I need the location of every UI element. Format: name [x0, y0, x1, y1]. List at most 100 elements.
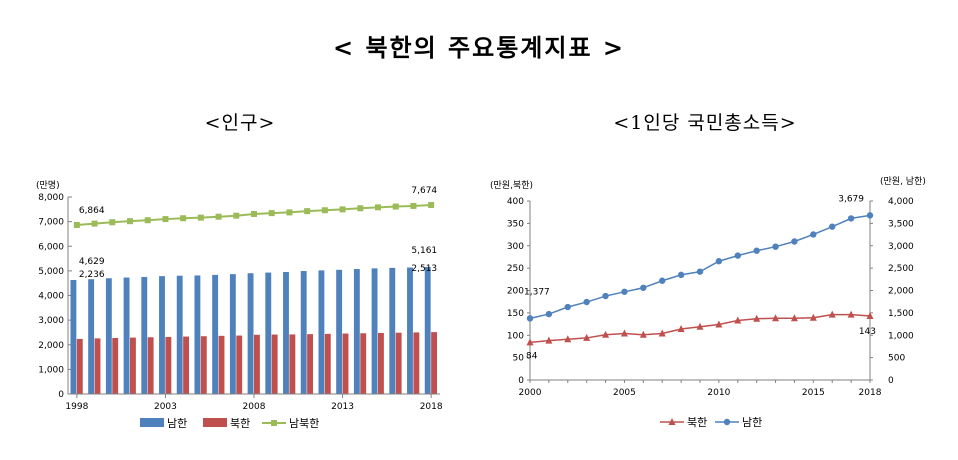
bar-north	[94, 338, 101, 394]
y-left-tick-label: 400	[507, 197, 524, 207]
x-tick-label: 2013	[331, 402, 354, 412]
marker-north	[790, 314, 798, 322]
bar-north	[218, 335, 225, 394]
bar-north	[112, 337, 119, 394]
marker-total	[73, 221, 80, 228]
marker-south	[866, 212, 874, 219]
marker-south	[659, 277, 666, 284]
line-south	[529, 214, 871, 320]
data-label: 84	[526, 351, 538, 361]
x-tick-label: 2018	[859, 388, 882, 398]
marker-total	[410, 202, 417, 209]
gni-chart-title: <1인당 국민총소득>	[613, 112, 797, 134]
bar-north	[431, 332, 438, 394]
y-right-tick-label: 2,500	[888, 264, 914, 274]
bar-north	[130, 337, 136, 394]
legend-label: 북한	[687, 416, 707, 429]
marker-south	[564, 303, 571, 311]
marker-north	[866, 312, 874, 320]
marker-total	[375, 204, 381, 211]
marker-north	[564, 335, 572, 343]
bar-south	[194, 275, 201, 394]
bar-south	[389, 267, 396, 394]
bar-north	[271, 334, 278, 394]
marker-total	[268, 210, 275, 217]
marker-north	[602, 330, 610, 338]
marker-total	[251, 210, 257, 217]
data-label: 6,864	[79, 206, 105, 216]
bar-north	[324, 333, 331, 394]
y-right-tick-label: 500	[888, 354, 905, 364]
marker-total	[392, 203, 399, 210]
page-title: < 북한의 주요통계지표 >	[332, 33, 625, 62]
legend-label: 남북한	[289, 417, 319, 430]
data-label: 2,236	[79, 270, 105, 280]
marker-north	[583, 333, 591, 341]
bar-south	[247, 273, 254, 394]
bar-south	[353, 269, 360, 394]
y-left-tick-label: 200	[507, 287, 524, 297]
marker-north	[809, 313, 817, 321]
data-label: 3,679	[838, 194, 864, 204]
y-left-tick-label: 350	[507, 219, 524, 229]
y-left-tick-label: 0	[518, 376, 524, 386]
bar-north	[254, 334, 260, 394]
legend-label: 남한	[742, 416, 762, 429]
y-tick-label: 1,000	[38, 365, 64, 375]
marker-total	[180, 215, 187, 222]
y-tick-label: 8,000	[38, 193, 64, 203]
marker-north	[696, 322, 704, 330]
marker-north	[828, 310, 836, 318]
marker-north	[772, 314, 780, 322]
marker-total	[339, 206, 346, 213]
y-left-tick-label: 50	[513, 354, 525, 364]
marker-south	[545, 310, 553, 318]
data-label: 143	[859, 327, 876, 337]
x-tick-label: 2008	[243, 402, 266, 412]
bar-north	[378, 332, 384, 394]
marker-south	[753, 247, 760, 254]
y-right-tick-label: 3,000	[888, 242, 914, 252]
bar-south	[70, 280, 77, 394]
legend-marker	[271, 420, 277, 426]
marker-south	[526, 315, 534, 322]
bar-north	[413, 332, 420, 394]
bar-north	[360, 333, 367, 394]
bar-south	[176, 275, 183, 394]
x-tick-label: 2010	[707, 388, 730, 398]
marker-total	[357, 205, 364, 212]
bar-south	[105, 278, 112, 394]
y-right-tick-label: 3,500	[888, 219, 914, 229]
marker-total	[109, 219, 116, 226]
marker-south	[621, 288, 628, 295]
marker-north	[639, 330, 647, 338]
y-tick-label: 7,000	[38, 218, 64, 228]
y-right-tick-label: 0	[888, 376, 894, 386]
marker-total	[127, 218, 133, 225]
x-tick-label: 2018	[420, 402, 443, 412]
marker-total	[304, 208, 311, 215]
x-tick-label: 2000	[519, 388, 542, 398]
y-right-tick-label: 1,000	[888, 331, 914, 341]
y-tick-label: 3,000	[38, 316, 64, 326]
y-axis-left-unit-label: (만원,북한)	[490, 180, 533, 191]
bar-south	[88, 279, 95, 394]
marker-north	[734, 316, 742, 324]
marker-total	[233, 212, 240, 219]
bar-south	[141, 276, 148, 394]
bar-south	[371, 268, 378, 394]
bar-north	[395, 332, 402, 394]
bar-north	[165, 336, 172, 394]
marker-north	[847, 310, 855, 318]
population-chart-title: <인구>	[204, 112, 276, 134]
marker-south	[677, 271, 685, 279]
y-left-tick-label: 300	[507, 242, 524, 252]
data-label: 5,161	[411, 246, 437, 256]
marker-total	[286, 209, 293, 216]
bar-south	[123, 277, 130, 394]
data-label: 4,629	[79, 257, 105, 267]
bar-south	[212, 274, 219, 394]
y-axis-right-unit-label: (만원, 남한)	[880, 176, 926, 187]
marker-south	[696, 268, 704, 275]
